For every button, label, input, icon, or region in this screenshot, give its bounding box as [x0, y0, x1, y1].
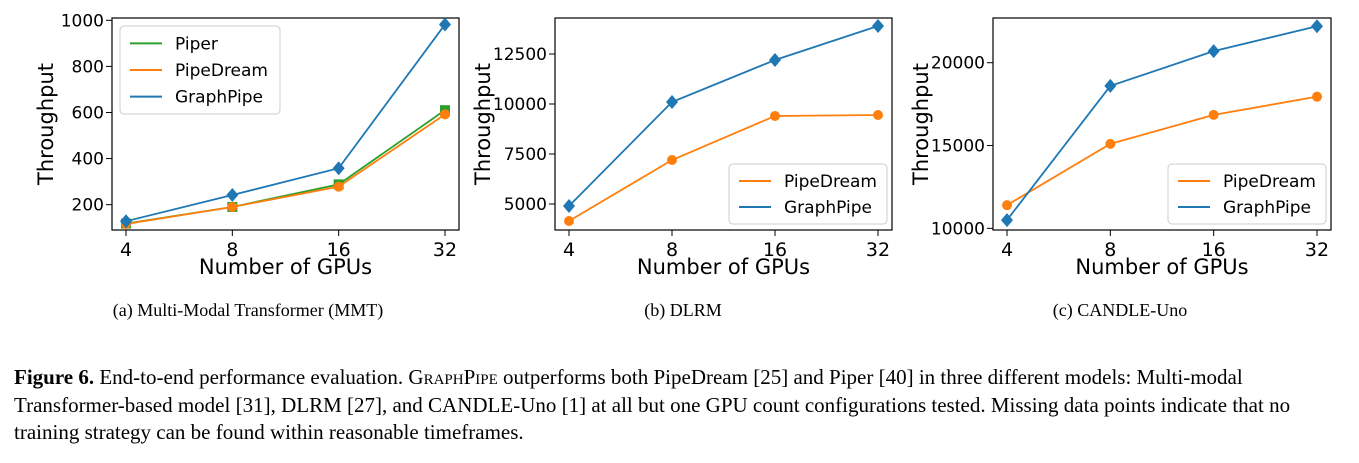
figure-caption: Figure 6. End-to-end performance evaluat…: [14, 364, 1349, 447]
x-axis-label: Number of GPUs: [637, 255, 810, 279]
x-tick-label: 8: [666, 239, 678, 261]
y-tick-label: 1000: [61, 11, 104, 31]
data-point: [769, 53, 781, 67]
y-tick-label: 600: [72, 103, 104, 123]
x-axis-label: Number of GPUs: [1075, 255, 1248, 279]
data-point: [226, 187, 239, 202]
legend-label: PipeDream: [1223, 172, 1316, 192]
caption-label: Figure 6.: [14, 365, 95, 389]
data-point: [439, 17, 451, 32]
series-graphpipe: [120, 17, 451, 229]
data-point: [120, 214, 132, 229]
series-pipedream: [564, 110, 883, 226]
data-point: [872, 19, 884, 33]
y-tick-label: 10000: [931, 219, 985, 239]
series-graphpipe: [563, 19, 884, 213]
x-axis-label: Number of GPUs: [199, 255, 372, 279]
subcaption: (a) Multi-Modal Transformer (MMT): [113, 300, 383, 321]
legend-label: PipeDream: [175, 61, 268, 81]
series-line: [1006, 25, 1318, 221]
legend-box: [1167, 163, 1327, 225]
data-point: [770, 111, 780, 121]
data-point: [873, 110, 883, 120]
data-point: [667, 155, 677, 165]
legend-label: PipeDream: [784, 172, 877, 192]
x-tick-label: 16: [763, 239, 787, 261]
y-axis-label: Throughput: [471, 63, 495, 186]
data-point: [1207, 44, 1220, 59]
y-tick-label: 20000: [931, 54, 985, 74]
chart-panel-1: 4 8 16 32 5000 7500 10000 12500 Number of GPUs Th…: [471, 17, 893, 321]
y-axis-label: Throughput: [34, 63, 58, 186]
legend: Piper PipeDream GraphPipe: [119, 25, 281, 115]
data-point: [1312, 91, 1322, 102]
series-line: [568, 25, 879, 207]
data-point: [333, 181, 344, 192]
legend-box: [728, 163, 888, 225]
series-pipedream: [1002, 91, 1322, 211]
series-line: [125, 113, 446, 225]
series-graphpipe: [1001, 19, 1323, 228]
data-point: [1001, 213, 1013, 228]
caption-graphpipe-name: GraphPipe: [408, 365, 498, 389]
y-tick-label: 10000: [493, 95, 547, 115]
x-tick-label: 8: [1104, 239, 1116, 261]
y-axis-label: Throughput: [909, 63, 933, 186]
x-tick-label: 16: [1202, 239, 1226, 261]
subcaption: (b) DLRM: [644, 300, 722, 321]
x-tick-label: 32: [1305, 239, 1329, 261]
x-tick-label: 8: [226, 239, 238, 261]
data-point: [1105, 138, 1116, 149]
legend-label: GraphPipe: [175, 88, 263, 108]
x-tick-label: 32: [433, 239, 457, 261]
caption-text-2: outperforms both PipeDream [25] and Pipe…: [14, 365, 1291, 444]
legend-label: Piper: [175, 34, 218, 54]
plot-frame: [554, 17, 893, 231]
data-point: [1002, 200, 1012, 211]
chart-panel-2: 4 8 16 32 10000 15000 20000 Number of GPUs Throu…: [909, 17, 1332, 321]
data-point: [440, 109, 450, 120]
y-tick-label: 200: [72, 196, 104, 216]
chart-panel-0: 4 8 16 32 200 400 600 800 1000 Number of GPUs Thro…: [34, 11, 460, 321]
y-tick-label: 800: [72, 57, 104, 77]
legend-label: GraphPipe: [1223, 198, 1311, 218]
x-tick-label: 4: [563, 239, 575, 261]
series-line: [125, 23, 446, 223]
y-tick-label: 15000: [931, 137, 985, 157]
caption-text-1: End-to-end performance evaluation.: [94, 365, 409, 389]
legend: PipeDream GraphPipe: [1167, 163, 1327, 225]
y-tick-label: 12500: [493, 45, 547, 65]
x-tick-label: 4: [120, 239, 132, 261]
series-line: [1006, 95, 1318, 206]
x-tick-label: 16: [327, 239, 351, 261]
y-tick-label: 400: [72, 150, 104, 170]
x-tick-label: 4: [1001, 239, 1013, 261]
legend: PipeDream GraphPipe: [728, 163, 888, 225]
data-point: [1208, 109, 1219, 120]
data-point: [666, 95, 678, 109]
series-line: [568, 114, 879, 222]
x-tick-label: 32: [866, 239, 890, 261]
plot-frame: [992, 17, 1332, 231]
y-tick-label: 5000: [504, 195, 547, 215]
subcaption: (c) CANDLE-Uno: [1053, 300, 1187, 321]
legend-box: [119, 25, 281, 115]
legend-label: GraphPipe: [784, 198, 872, 218]
data-point: [332, 161, 345, 176]
data-point: [564, 216, 574, 226]
y-tick-label: 7500: [504, 145, 547, 165]
data-point: [1104, 78, 1117, 93]
series-line: [125, 109, 446, 225]
data-point: [1311, 19, 1323, 34]
data-point: [227, 201, 238, 212]
plot-frame: [111, 17, 460, 231]
data-point: [563, 199, 575, 213]
